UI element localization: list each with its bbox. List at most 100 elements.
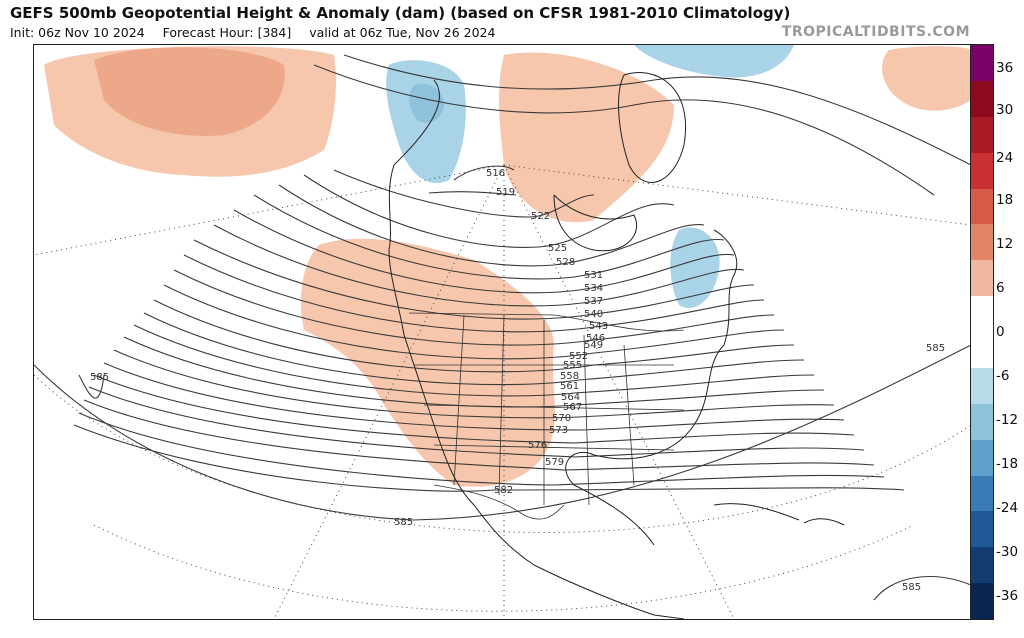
positive-anomaly-canada-arctic bbox=[499, 52, 674, 223]
colorbar-segment bbox=[971, 583, 993, 620]
colorbar-segment bbox=[971, 224, 993, 261]
contour-537 bbox=[213, 224, 745, 307]
contour-label: 552 bbox=[569, 351, 588, 362]
contour-546 bbox=[173, 269, 775, 346]
contour-label: 576 bbox=[528, 440, 547, 451]
contour-label: 585 bbox=[926, 343, 945, 354]
contour-522 bbox=[333, 169, 595, 218]
graticule bbox=[34, 164, 971, 619]
contour-585-pacific bbox=[78, 374, 105, 399]
contour-585-main bbox=[34, 344, 971, 521]
colorbar-segment bbox=[971, 116, 993, 153]
colorbar-segment bbox=[971, 296, 993, 333]
colorbar-segment bbox=[971, 403, 993, 440]
contour-label: 519 bbox=[496, 187, 515, 198]
contour-north-2 bbox=[343, 54, 971, 166]
contour-558 bbox=[133, 324, 815, 397]
contour-label: 561 bbox=[560, 381, 579, 392]
contour-label: 585 bbox=[90, 372, 109, 383]
colorbar-label: 36 bbox=[996, 60, 1014, 76]
contour-label: 585 bbox=[394, 517, 413, 528]
colorbar-label: 0 bbox=[996, 324, 1005, 340]
contour-label: 525 bbox=[548, 243, 567, 254]
coastlines bbox=[388, 72, 845, 619]
colorbar-segment bbox=[971, 439, 993, 476]
colorbar-segment bbox=[971, 332, 993, 368]
contour-label: 534 bbox=[584, 283, 603, 294]
contour-label: 540 bbox=[584, 309, 603, 320]
coast-greenland bbox=[618, 72, 686, 183]
contour-label: 528 bbox=[556, 257, 575, 268]
height-contours bbox=[34, 54, 971, 601]
negative-anomaly-labrador bbox=[670, 227, 720, 309]
contour-552 bbox=[153, 299, 795, 373]
negative-anomaly-greenland-north bbox=[634, 45, 794, 78]
contour-label: 567 bbox=[563, 402, 582, 413]
state-lines bbox=[414, 314, 685, 506]
colorbar bbox=[970, 44, 994, 620]
colorbar-label: 6 bbox=[996, 280, 1005, 296]
colorbar-segment bbox=[971, 45, 993, 81]
contour-label: 537 bbox=[584, 296, 603, 307]
coast-hudson-bay bbox=[553, 194, 638, 252]
positive-anomaly-nwatlantic bbox=[882, 46, 971, 111]
colorbar-label: 30 bbox=[996, 102, 1014, 118]
colorbar-label: -6 bbox=[996, 368, 1010, 384]
contour-564 bbox=[113, 349, 835, 419]
contour-labels: 516 519 522 525 528 531 534 537 540 543 … bbox=[90, 168, 945, 593]
contour-540 bbox=[193, 239, 755, 320]
political-borders bbox=[408, 312, 685, 520]
contour-label: 546 bbox=[586, 333, 605, 344]
colorbar-label: -30 bbox=[996, 544, 1019, 560]
longitude-line-4 bbox=[503, 164, 971, 226]
contour-label: 582 bbox=[494, 485, 513, 496]
colorbar-segment bbox=[971, 547, 993, 584]
colorbar-segment bbox=[971, 260, 993, 297]
contour-528 bbox=[278, 184, 705, 267]
contour-label: 573 bbox=[549, 425, 568, 436]
site-credit: TROPICALTIDBITS.COM bbox=[781, 24, 970, 40]
colorbar-label: -24 bbox=[996, 500, 1019, 516]
contour-north-1 bbox=[313, 64, 935, 196]
contour-label: 558 bbox=[560, 371, 579, 382]
contour-561 bbox=[123, 336, 825, 408]
contour-567 bbox=[103, 362, 845, 431]
latitude-line-1 bbox=[34, 374, 971, 534]
contour-label: 579 bbox=[545, 457, 564, 468]
contour-555 bbox=[143, 312, 805, 386]
colorbar-segment bbox=[971, 188, 993, 225]
chart-title: GEFS 500mb Geopotential Height & Anomaly… bbox=[10, 4, 791, 22]
map-svg: 516 519 522 525 528 531 534 537 540 543 … bbox=[34, 45, 971, 619]
colorbar-label: -12 bbox=[996, 412, 1019, 428]
contour-576 bbox=[83, 399, 875, 471]
contour-549 bbox=[163, 284, 785, 360]
contour-label: 549 bbox=[584, 340, 603, 351]
contour-516 bbox=[453, 165, 515, 181]
colorbar-segment bbox=[971, 152, 993, 189]
contour-531 bbox=[253, 194, 725, 280]
colorbar-segment bbox=[971, 475, 993, 512]
forecast-hour: Forecast Hour: [384] bbox=[162, 25, 292, 40]
colorbar-segment bbox=[971, 80, 993, 117]
colorbar-label: -36 bbox=[996, 588, 1019, 604]
colorbar-label: 12 bbox=[996, 236, 1014, 252]
contour-label: 531 bbox=[584, 270, 603, 281]
contour-534 bbox=[233, 209, 735, 294]
contour-label: 570 bbox=[552, 413, 571, 424]
contour-label: 543 bbox=[589, 321, 608, 332]
map-panel: 516 519 522 525 528 531 534 537 540 543 … bbox=[33, 44, 972, 620]
contour-label: 522 bbox=[531, 211, 550, 222]
valid-time: valid at 06z Tue, Nov 26 2024 bbox=[309, 25, 496, 40]
contour-543 bbox=[183, 254, 765, 333]
latitude-line-2 bbox=[93, 524, 915, 612]
coast-north-america bbox=[388, 79, 737, 619]
colorbar-segment bbox=[971, 511, 993, 548]
contour-579 bbox=[78, 412, 885, 486]
chart-subtitle: Init: 06z Nov 10 2024 Forecast Hour: [38… bbox=[10, 25, 509, 40]
coast-cuba bbox=[713, 503, 800, 521]
contour-label: 516 bbox=[486, 168, 505, 179]
contour-525 bbox=[303, 174, 675, 248]
contour-585-caribbean bbox=[873, 576, 971, 601]
init-time: Init: 06z Nov 10 2024 bbox=[10, 25, 145, 40]
contour-label: 585 bbox=[902, 582, 921, 593]
